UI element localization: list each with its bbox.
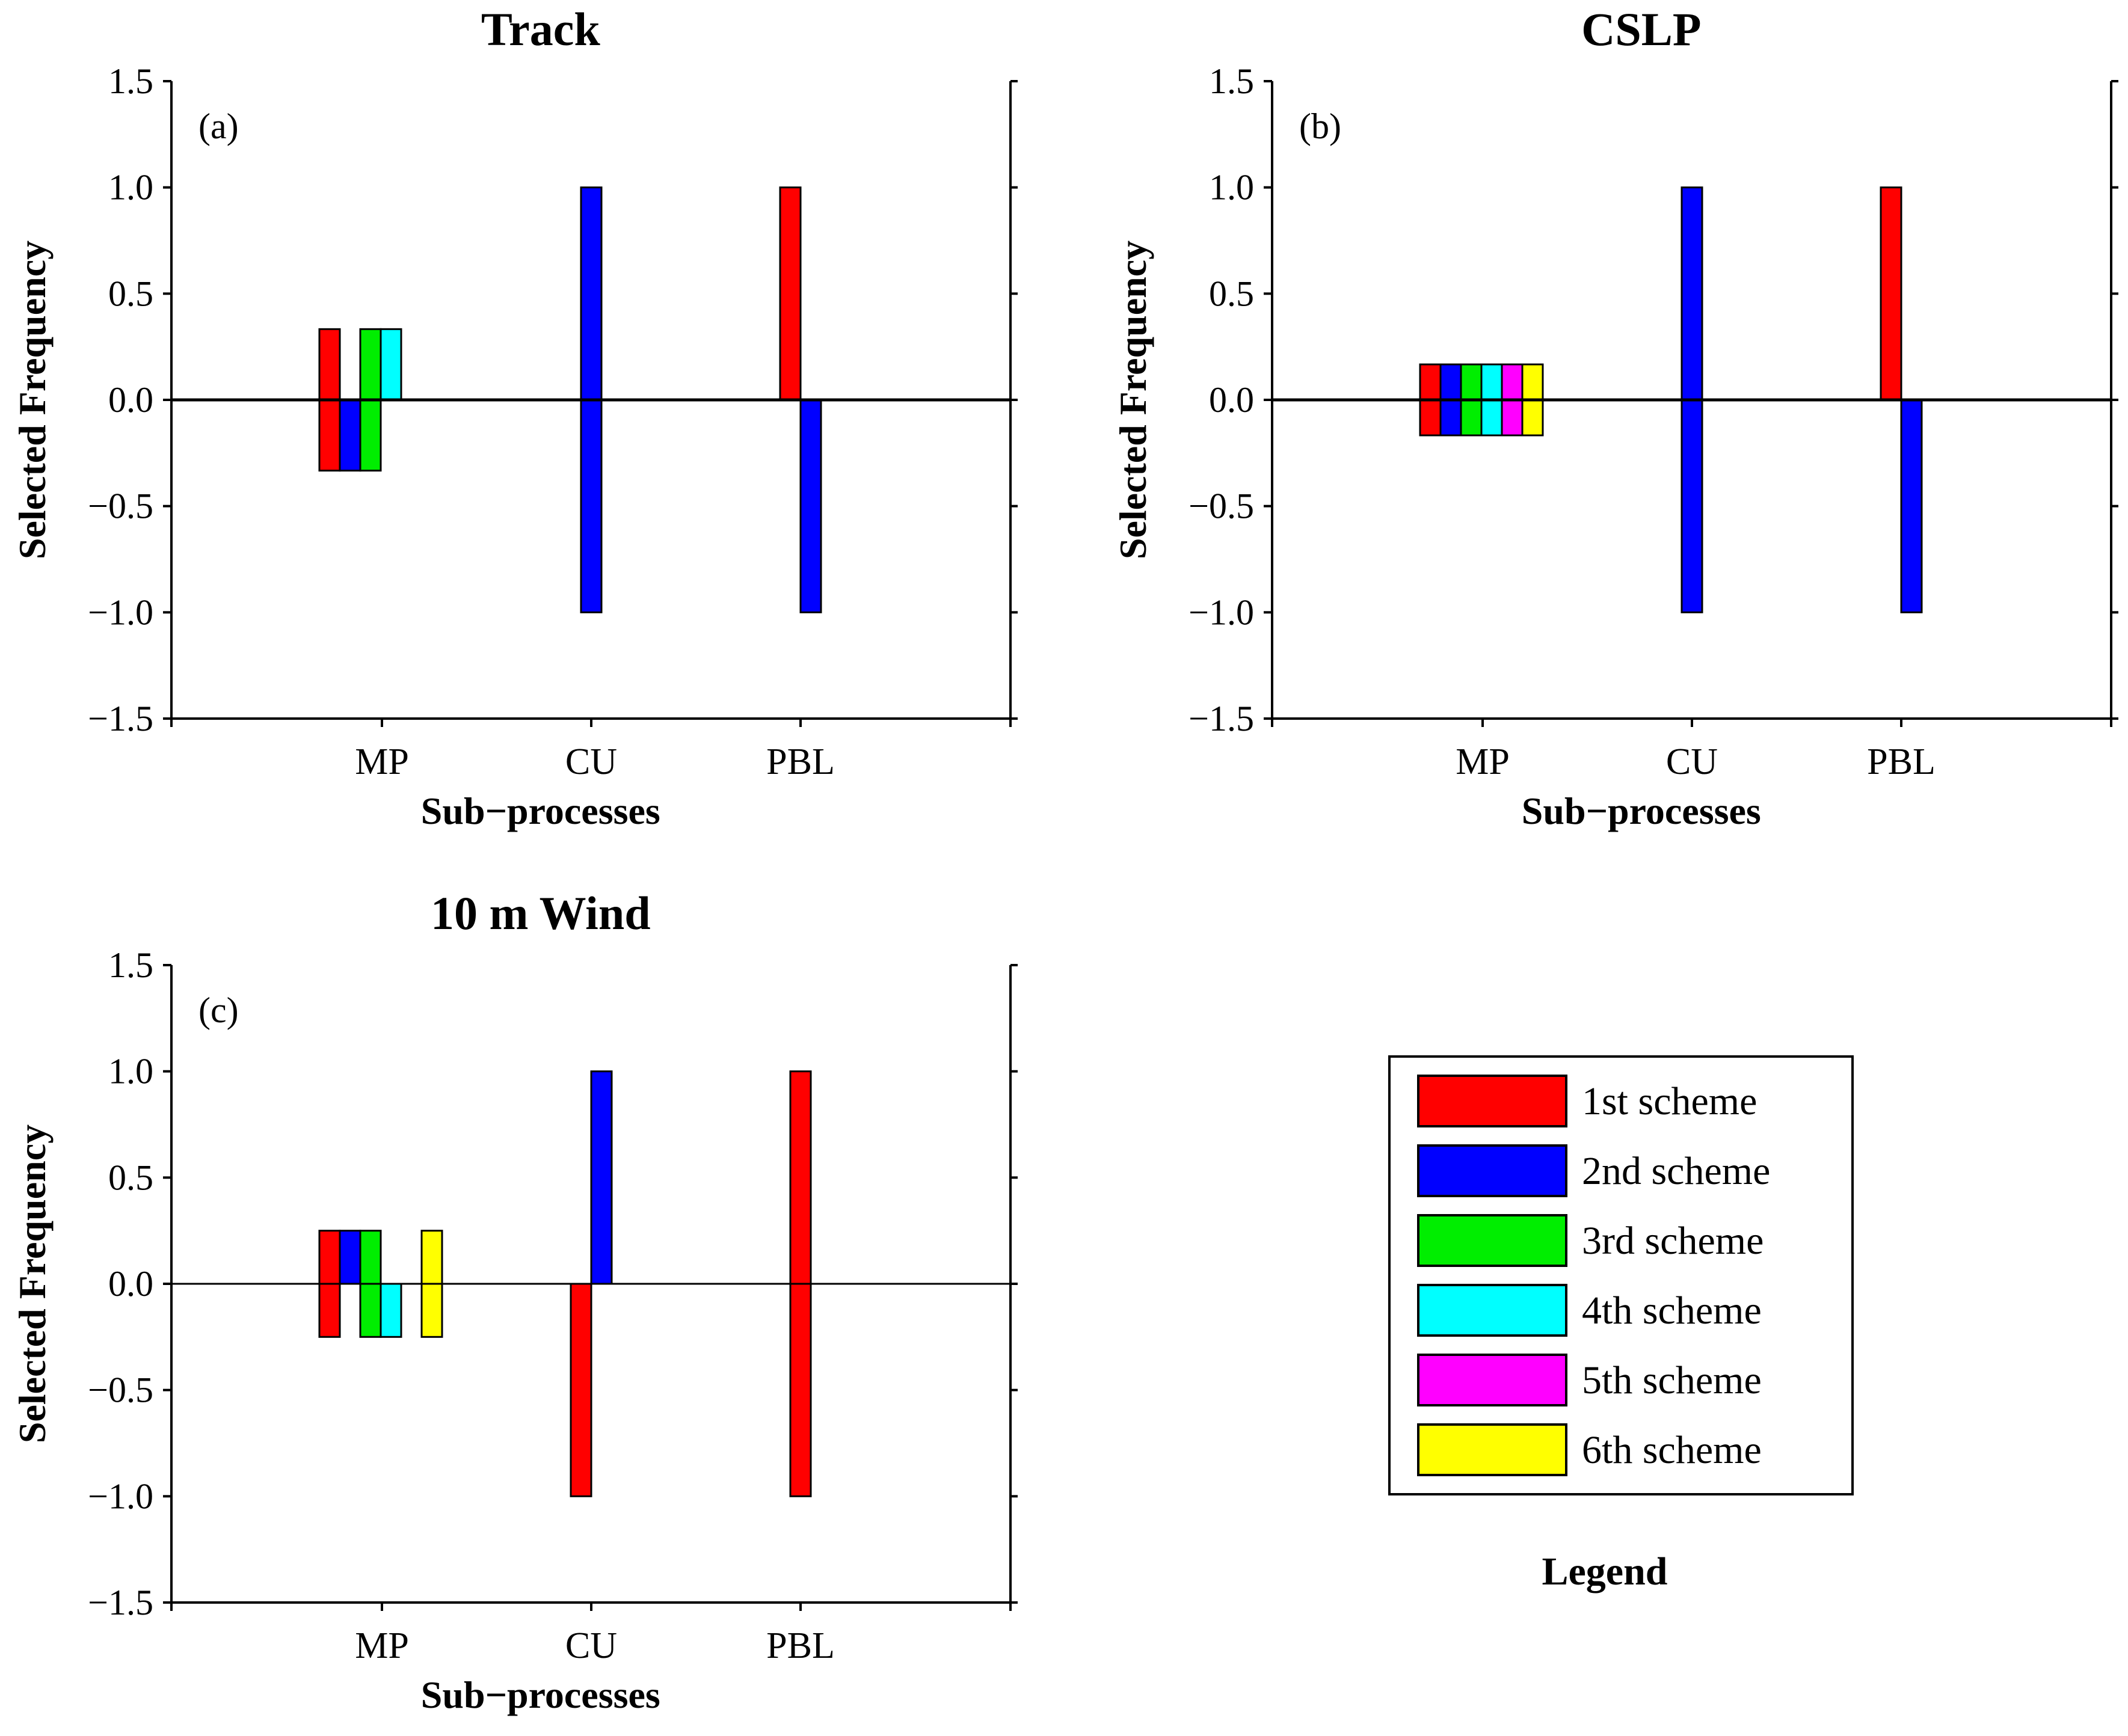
x-axis-label: Sub−processes (421, 790, 660, 832)
x-tick-label-cu: CU (565, 1625, 617, 1666)
bar-mp-series-4 (380, 1283, 402, 1338)
y-tick-label: −1.5 (1189, 699, 1254, 738)
y-axis-label: Selected Frequency (11, 241, 54, 559)
y-tick-label: −1.5 (88, 699, 153, 738)
y-tick-label: 0.0 (108, 1264, 153, 1304)
legend-swatch-2 (1417, 1144, 1567, 1197)
legend: 1st scheme 2nd scheme 3rd scheme 4th scheme… (1388, 1055, 1854, 1593)
legend-swatch-6 (1417, 1423, 1567, 1476)
x-tick-label-cu: CU (1666, 741, 1718, 782)
y-axis-label: Selected Frequency (11, 1124, 54, 1443)
panel-label: (a) (198, 106, 239, 146)
bar-mp-series-2 (339, 399, 361, 472)
x-tick-label-pbl: PBL (1867, 741, 1936, 782)
chart-panel-a: Track 1.5 1.0 0.5 0.0 −0.5 −1.0 −1.5 MP CU PBL Sub−… (11, 3, 1018, 832)
chart-panel-c: 10 m Wind 1.5 1.0 0.5 0.0 −0.5 −1.0 −1.5 MP CU PBL… (11, 887, 1018, 1716)
y-tick-label: 1.5 (108, 61, 153, 101)
legend-swatch-4 (1417, 1284, 1567, 1337)
bar-pbl-series-2 (799, 399, 822, 613)
legend-swatch-5 (1417, 1354, 1567, 1406)
legend-swatch-3 (1417, 1214, 1567, 1267)
y-tick-label: 1.0 (1209, 168, 1254, 207)
x-tick-label-cu: CU (565, 741, 617, 782)
legend-caption: Legend (1542, 1550, 1667, 1593)
y-tick-label: −1.0 (1189, 592, 1254, 632)
bar-pbl-series-1 (1880, 186, 1902, 401)
y-tick-label: −0.5 (88, 486, 153, 526)
x-tick-label-mp: MP (355, 741, 409, 782)
chart-title: 10 m Wind (431, 887, 651, 939)
chart-title: CSLP (1581, 3, 1701, 55)
y-tick-label: 1.0 (108, 1052, 153, 1091)
legend-swatch-1 (1417, 1075, 1567, 1127)
x-tick-label-pbl: PBL (766, 1625, 835, 1666)
chart-title: Track (481, 3, 600, 55)
legend-label-2: 2nd scheme (1582, 1149, 1770, 1193)
x-axis-label: Sub−processes (421, 1673, 660, 1716)
bar-cu-series-2 (590, 1070, 613, 1285)
y-axis-label: Selected Frequency (1112, 241, 1154, 559)
legend-label-6: 6th scheme (1582, 1428, 1762, 1472)
legend-label-4: 4th scheme (1582, 1289, 1762, 1333)
y-tick-label: 0.5 (108, 274, 153, 313)
bar-mp-series-4 (380, 328, 402, 401)
legend-label-1: 1st scheme (1582, 1079, 1757, 1123)
panel-label: (b) (1299, 106, 1341, 146)
bar-cu-series-1 (570, 1283, 592, 1497)
y-tick-label: −0.5 (1189, 486, 1254, 526)
x-tick-label-mp: MP (355, 1625, 409, 1666)
y-tick-label: −1.5 (88, 1583, 153, 1622)
y-tick-label: 1.0 (108, 168, 153, 207)
bar-pbl-series-1 (779, 186, 802, 401)
y-tick-label: 1.5 (108, 945, 153, 985)
y-tick-label: −1.0 (88, 592, 153, 632)
x-tick-label-mp: MP (1456, 741, 1510, 782)
x-axis-label: Sub−processes (1522, 790, 1761, 832)
y-tick-label: −1.0 (88, 1476, 153, 1516)
y-tick-label: 1.5 (1209, 61, 1254, 101)
legend-label-5: 5th scheme (1582, 1358, 1762, 1402)
y-tick-label: 0.0 (1209, 380, 1254, 420)
y-tick-label: 0.5 (1209, 274, 1254, 313)
bar-pbl-series-2 (1900, 399, 1923, 613)
y-tick-label: 0.5 (108, 1158, 153, 1197)
y-tick-label: −0.5 (88, 1370, 153, 1410)
panel-label: (c) (198, 990, 239, 1030)
legend-label-3: 3rd scheme (1582, 1219, 1764, 1263)
x-tick-label-pbl: PBL (766, 741, 835, 782)
bar-mp-series-2 (339, 1230, 361, 1285)
legend-frame (1388, 1055, 1854, 1495)
y-tick-label: 0.0 (108, 380, 153, 420)
chart-panel-b: CSLP 1.5 1.0 0.5 0.0 −0.5 −1.0 −1.5 MP CU PBL Sub−p… (1112, 3, 2118, 832)
